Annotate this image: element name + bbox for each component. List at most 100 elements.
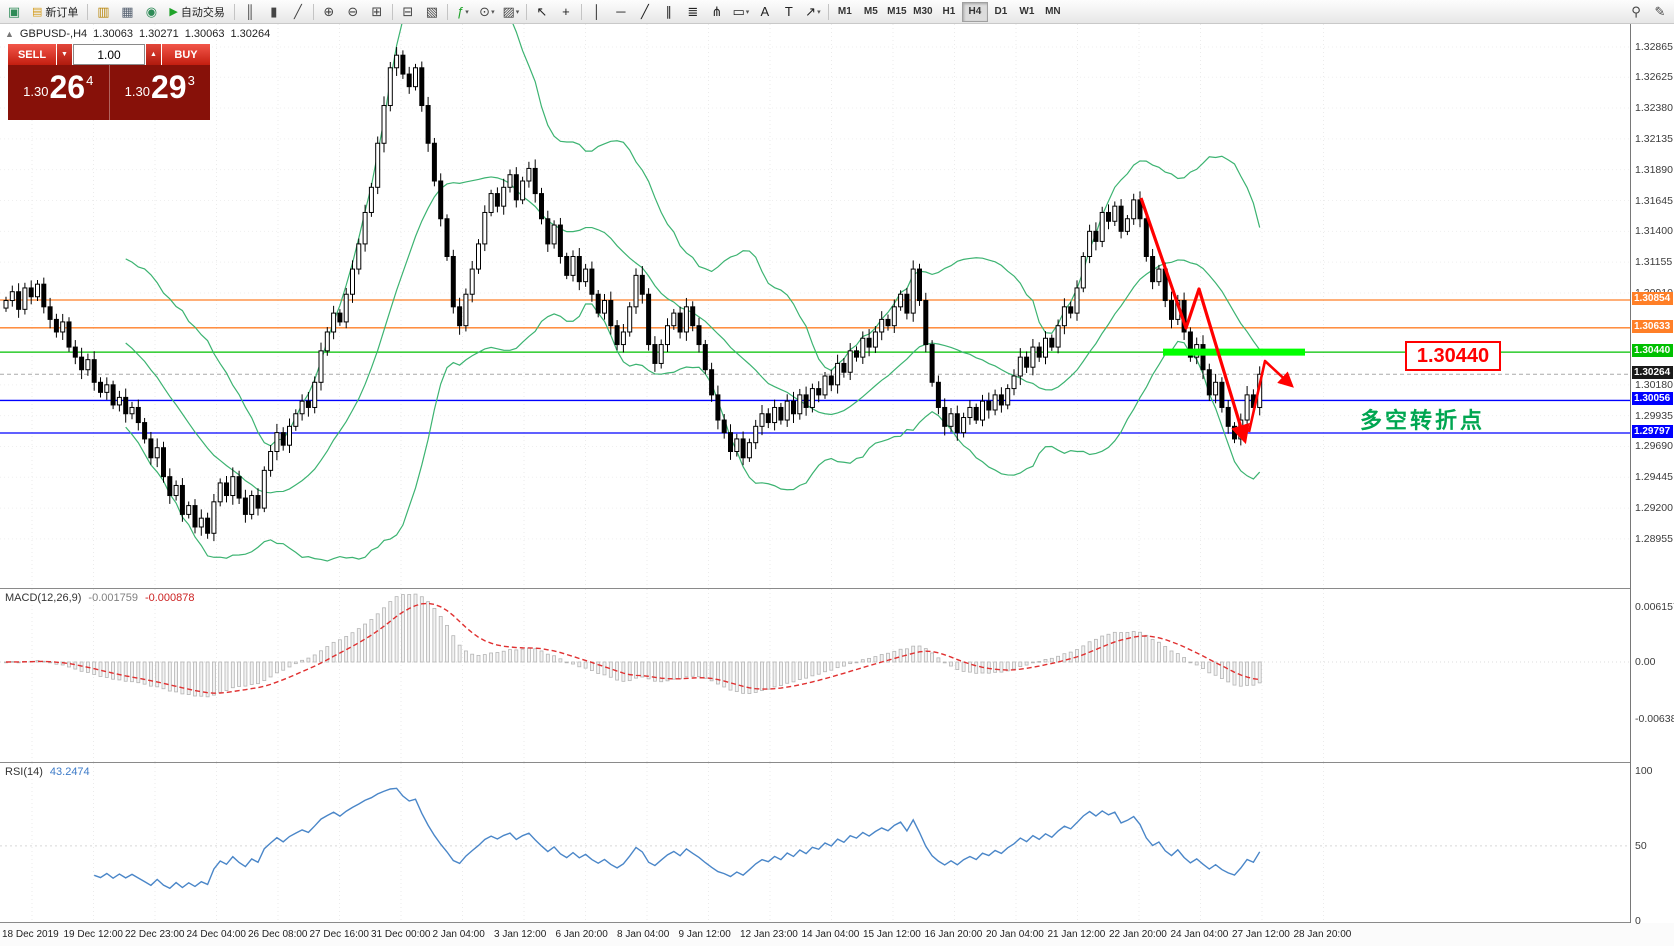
macd-chart[interactable] xyxy=(0,589,1630,762)
time-axis-label: 28 Jan 20:00 xyxy=(1293,929,1352,940)
rsi-axis-label: 100 xyxy=(1635,765,1653,777)
timeframe-button-h1[interactable]: H1 xyxy=(942,6,956,17)
candlestick-chart-icon[interactable]: ▮ xyxy=(270,3,278,19)
price-axis-label: 1.31890 xyxy=(1635,163,1673,176)
time-axis-label: 14 Jan 04:00 xyxy=(801,929,860,940)
timeframe-button-m5[interactable]: M5 xyxy=(863,6,878,17)
price-axis-label: 1.29690 xyxy=(1635,440,1673,453)
indicators-icon[interactable]: ƒ ▾ xyxy=(457,4,469,19)
timeframe-button-m1[interactable]: M1 xyxy=(837,6,852,17)
bar-chart-icon[interactable]: ║ xyxy=(245,4,255,19)
price-line-badge: 1.30854 xyxy=(1632,292,1673,306)
macd-panel: MACD(12,26,9) -0.001759 -0.000878 xyxy=(0,589,1630,763)
arrows-tool-icon[interactable]: ↗ ▾ xyxy=(805,3,821,19)
app-icon[interactable]: ▣ xyxy=(7,3,21,19)
price-axis-label: 1.32625 xyxy=(1635,71,1673,84)
zoom-out-icon[interactable]: ⊖ xyxy=(347,3,359,19)
price-line-badge: 1.30056 xyxy=(1632,392,1673,406)
time-axis-label: 26 Dec 08:00 xyxy=(248,929,308,940)
autotrading-button-label: 自动交易 xyxy=(180,6,225,19)
volume-stepper-icon[interactable]: ▲ xyxy=(146,44,161,65)
one-click-trading-panel: SELL ▼ ▲ BUY 1.30 26 4 1.30 29 3 xyxy=(8,44,210,120)
time-axis-label: 27 Jan 12:00 xyxy=(1232,929,1290,940)
buy-button[interactable]: BUY xyxy=(162,44,210,65)
candlestick-chart[interactable] xyxy=(0,24,1630,588)
sell-button[interactable]: SELL xyxy=(8,44,56,65)
sell-dropdown-icon[interactable]: ▼ xyxy=(57,44,72,65)
sell-price-small: 1.30 xyxy=(23,84,49,99)
horizontal-line-icon[interactable]: ─ xyxy=(616,4,626,19)
dropdown-caret-icon: ▾ xyxy=(491,8,495,16)
price-axis[interactable]: 1.32865 1.32625 1.32380 1.32135 1.31890 1.316… xyxy=(1630,24,1674,927)
timeframe-button-w1[interactable]: W1 xyxy=(1019,6,1035,17)
rsi-value: 43.2474 xyxy=(49,766,90,778)
ohlc-high: 1.30271 xyxy=(138,28,179,40)
rsi-axis-label: 50 xyxy=(1635,839,1647,852)
toolbar-separator xyxy=(580,3,582,20)
market-watch-icon[interactable]: ▥ xyxy=(97,3,110,19)
crosshair-icon[interactable]: + xyxy=(562,4,570,19)
new-order-button-label: 新订单 xyxy=(45,6,79,19)
timeframe-button-h4[interactable]: H4 xyxy=(961,1,988,22)
cursor-icon[interactable]: ↖ xyxy=(536,3,548,19)
rsi-axis-label: 0 xyxy=(1635,914,1641,927)
timeframe-button-m15[interactable]: M15 xyxy=(887,6,907,17)
periods-icon[interactable]: ⊙ ▾ xyxy=(479,3,495,19)
text-icon[interactable]: A xyxy=(760,4,770,19)
line-chart-icon[interactable]: ╱ xyxy=(293,3,302,19)
zoom-in-icon[interactable]: ⊕ xyxy=(323,3,335,19)
toolbar-separator xyxy=(87,3,89,20)
edit-icon[interactable]: ✎ xyxy=(1654,3,1666,19)
search-icon[interactable]: ⚲ xyxy=(1631,3,1641,19)
rsi-name: RSI(14) xyxy=(5,766,43,778)
price-axis-label: 1.31400 xyxy=(1635,225,1673,238)
sell-price-sup: 4 xyxy=(86,73,94,88)
turning-point-note[interactable]: 多空转折点 xyxy=(1360,408,1486,433)
time-axis-label: 21 Jan 12:00 xyxy=(1047,929,1106,940)
price-axis-label: 1.29445 xyxy=(1635,471,1673,484)
price-line-badge: 1.30633 xyxy=(1632,319,1673,333)
shapes-icon[interactable]: ▭ ▾ xyxy=(732,3,750,19)
ohlc-close: 1.30264 xyxy=(230,28,271,40)
price-axis-label: 1.28955 xyxy=(1635,532,1673,545)
price-axis-label: 1.32380 xyxy=(1635,102,1673,115)
autotrading-play-icon: ▶ xyxy=(169,6,178,18)
price-annotation-box[interactable]: 1.30440 xyxy=(1405,341,1501,371)
toolbar-separator xyxy=(312,3,314,20)
auto-arrange-icon[interactable]: ⊟ xyxy=(402,3,414,19)
timeframe-button-mn[interactable]: MN xyxy=(1045,6,1061,17)
time-axis-label: 22 Jan 20:00 xyxy=(1109,929,1167,940)
time-axis-label: 2 Jan 04:00 xyxy=(432,929,485,940)
rsi-label: RSI(14) 43.2474 xyxy=(5,766,90,778)
ohlc-low: 1.30063 xyxy=(184,28,225,40)
vertical-line-icon[interactable]: │ xyxy=(592,4,601,19)
navigator-icon[interactable]: ◉ xyxy=(145,3,158,19)
fibonacci-icon[interactable]: ≣ xyxy=(687,3,699,19)
sell-price[interactable]: 1.30 26 4 xyxy=(8,65,109,120)
time-axis-label: 20 Jan 04:00 xyxy=(986,929,1044,940)
price-axis-label: 1.30180 xyxy=(1635,378,1673,391)
pitchfork-icon[interactable]: ⋔ xyxy=(711,3,723,19)
buy-price[interactable]: 1.30 29 3 xyxy=(108,65,211,120)
volume-input[interactable] xyxy=(73,44,145,65)
timeframe-button-m30[interactable]: M30 xyxy=(913,6,933,17)
trendline-icon[interactable]: ╱ xyxy=(640,3,649,19)
rsi-chart[interactable] xyxy=(0,763,1630,922)
tile-windows-icon[interactable]: ⊞ xyxy=(371,3,383,19)
time-axis[interactable]: 18 Dec 2019 19 Dec 12:00 22 Dec 23:00 24 De… xyxy=(0,923,1674,946)
autotrading-button[interactable]: ▶ 自动交易 xyxy=(163,1,230,23)
templates-icon[interactable]: ▨ ▾ xyxy=(502,3,520,19)
channel-icon[interactable]: ∥ xyxy=(665,3,673,19)
data-window-icon[interactable]: ▦ xyxy=(121,3,134,19)
text-label-icon[interactable]: T xyxy=(784,4,793,19)
time-axis-label: 8 Jan 04:00 xyxy=(617,929,670,940)
chart-shift-icon[interactable]: ▧ xyxy=(425,3,439,19)
timeframe-button-d1[interactable]: D1 xyxy=(994,6,1008,17)
new-order-button[interactable]: ▤ 新订单 xyxy=(26,1,84,23)
macd-axis-label: 0.006157 xyxy=(1635,600,1674,613)
one-click-toggle-icon[interactable]: ▲ xyxy=(5,29,14,39)
price-line-badge: 1.30440 xyxy=(1632,344,1673,358)
time-axis-label: 24 Dec 04:00 xyxy=(186,929,247,940)
time-axis-label: 12 Jan 23:00 xyxy=(740,929,798,940)
